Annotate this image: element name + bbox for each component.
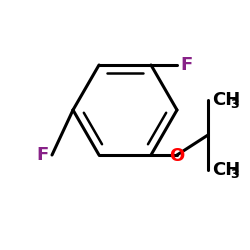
Text: O: O xyxy=(170,147,184,165)
Text: 3: 3 xyxy=(230,98,238,110)
Text: CH: CH xyxy=(212,91,240,109)
Text: CH: CH xyxy=(212,161,240,179)
Text: F: F xyxy=(180,56,192,74)
Text: F: F xyxy=(37,146,49,164)
Text: 3: 3 xyxy=(230,168,238,180)
